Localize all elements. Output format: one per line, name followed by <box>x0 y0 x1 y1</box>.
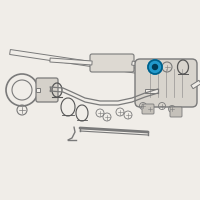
Polygon shape <box>10 50 185 80</box>
FancyBboxPatch shape <box>142 104 154 114</box>
Polygon shape <box>145 89 158 93</box>
Polygon shape <box>191 80 200 89</box>
Circle shape <box>148 60 162 74</box>
Circle shape <box>153 64 158 70</box>
FancyBboxPatch shape <box>170 107 182 117</box>
FancyBboxPatch shape <box>135 59 197 107</box>
Polygon shape <box>36 88 40 92</box>
FancyBboxPatch shape <box>36 78 58 102</box>
Polygon shape <box>50 58 92 65</box>
Polygon shape <box>132 61 158 70</box>
FancyBboxPatch shape <box>90 54 134 72</box>
